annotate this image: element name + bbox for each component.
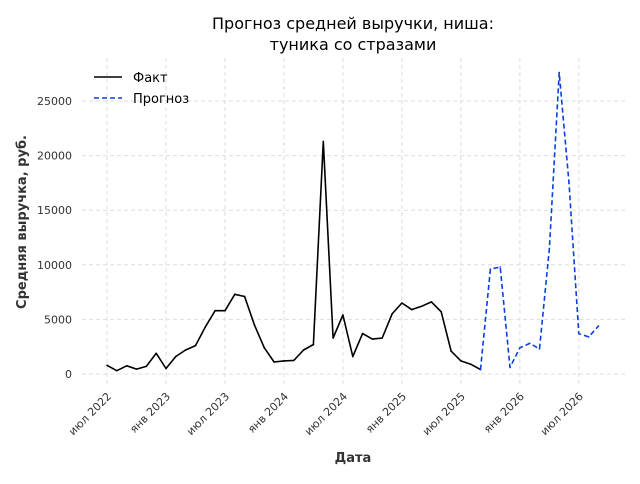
x-tick-label: июл 2024 <box>302 390 350 438</box>
grid <box>82 58 625 386</box>
y-tick-label: 10000 <box>37 259 72 272</box>
data-point <box>312 343 315 346</box>
data-point <box>253 324 256 326</box>
ticks: 0 5000 10000 15000 20000 25000 июл 2022 янв 202… <box>37 95 586 438</box>
y-tick-label: 15000 <box>37 204 72 217</box>
legend-fact-label: Факт <box>133 71 168 86</box>
data-point <box>509 366 511 369</box>
y-tick-label: 5000 <box>44 313 72 326</box>
data-point <box>165 367 167 370</box>
y-tick-label: 20000 <box>37 150 72 163</box>
data-point <box>135 368 138 370</box>
data-point <box>214 309 216 312</box>
data-point <box>538 348 541 350</box>
chart-title-line2: туника со стразами <box>270 35 437 54</box>
data-point <box>548 247 551 250</box>
data-point <box>391 313 393 315</box>
x-tick-label: янв 2023 <box>127 390 173 436</box>
data-point <box>450 350 452 352</box>
legend: Факт Прогноз <box>94 71 189 107</box>
x-axis-label: Дата <box>335 451 372 466</box>
data-point <box>528 342 531 345</box>
y-tick-label: 0 <box>65 368 72 381</box>
data-point <box>460 360 462 362</box>
chart-title-line1: Прогноз средней выручки, ниша: <box>212 14 494 33</box>
data-point <box>292 359 295 362</box>
data-point <box>469 363 472 365</box>
series-group <box>106 71 600 372</box>
data-point <box>106 364 108 367</box>
x-tick-label: июл 2022 <box>66 390 114 438</box>
data-point <box>322 140 325 143</box>
data-point <box>184 349 187 351</box>
data-point <box>489 268 492 270</box>
x-tick-label: июл 2025 <box>420 390 468 438</box>
x-tick-label: янв 2026 <box>481 390 527 436</box>
data-point <box>519 346 521 349</box>
data-point <box>342 314 344 316</box>
data-point <box>371 338 374 340</box>
x-tick-label: янв 2024 <box>245 390 291 436</box>
data-point <box>155 352 157 355</box>
data-point <box>597 325 600 327</box>
data-point <box>116 369 118 372</box>
data-point <box>273 361 275 363</box>
data-point <box>568 182 570 184</box>
data-point <box>479 368 482 371</box>
data-point <box>243 295 246 298</box>
data-point <box>410 308 413 311</box>
y-axis-label: Средняя выручка, руб. <box>15 135 30 309</box>
x-tick-label: июл 2026 <box>538 390 586 438</box>
x-tick-label: июл 2023 <box>184 390 232 438</box>
data-point <box>587 336 590 338</box>
data-point <box>204 326 207 328</box>
data-point <box>233 293 236 296</box>
data-point <box>430 301 433 303</box>
y-tick-label: 25000 <box>37 95 72 108</box>
data-point <box>283 360 285 362</box>
series-line-fact <box>106 140 481 372</box>
data-point <box>145 365 148 368</box>
data-point <box>440 310 443 313</box>
data-point <box>578 332 580 335</box>
data-point <box>420 305 423 308</box>
data-point <box>351 355 354 358</box>
data-point <box>125 365 128 367</box>
series-line-forecast <box>479 71 600 370</box>
legend-forecast-label: Прогноз <box>133 92 189 107</box>
data-point <box>263 346 266 349</box>
data-point <box>401 302 403 304</box>
data-point <box>194 344 197 347</box>
x-tick-label: янв 2025 <box>363 390 409 436</box>
data-point <box>499 266 502 268</box>
data-point <box>224 309 226 312</box>
data-point <box>175 355 177 358</box>
data-point <box>332 337 334 339</box>
data-point <box>558 71 560 74</box>
data-point <box>361 332 364 335</box>
data-point <box>381 337 384 339</box>
data-point <box>302 349 305 351</box>
